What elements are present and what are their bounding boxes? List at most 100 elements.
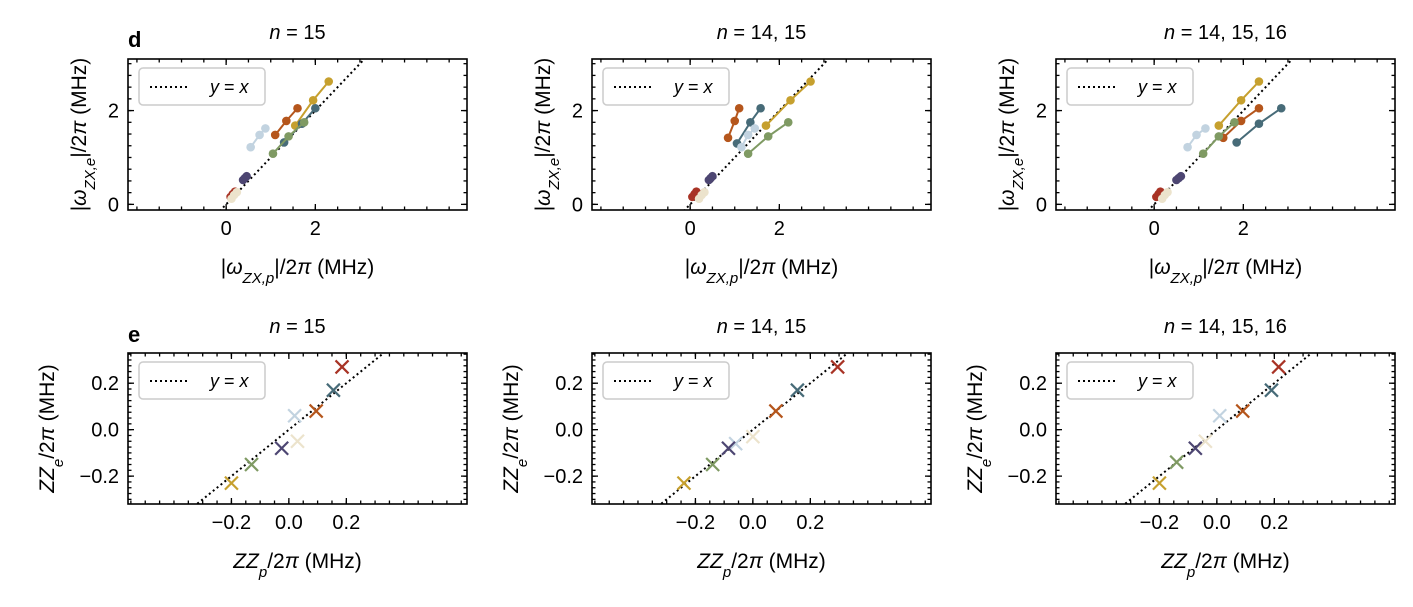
data-point-cream-2 (700, 187, 709, 197)
marker-stroke (274, 440, 289, 456)
chart-e2: −0.2 0.0 0.2 −0.2 0.0 0.2 n = 14, 15 ZZp/2π (MH… (500, 316, 932, 581)
data-point-red (1271, 359, 1286, 375)
legend: y = x (602, 361, 730, 400)
plot-area (219, 59, 366, 210)
x-tick-label: 0.0 (1203, 512, 1231, 534)
data-point-lightblue-0 (246, 142, 255, 152)
y-tick-label: 0.2 (555, 373, 583, 395)
data-point-green (705, 457, 720, 472)
marker-stroke (1271, 359, 1286, 375)
data-point-lightblue-2 (1201, 124, 1210, 133)
data-point-purple (1188, 440, 1203, 456)
y-tick-label: −0.2 (80, 466, 119, 488)
data-point-slate-2 (756, 103, 765, 113)
axes-frame (1055, 352, 1396, 505)
data-point-gold-2 (806, 77, 815, 86)
plot-area (659, 353, 850, 504)
data-point-gold (224, 475, 239, 491)
data-point-green-1 (284, 132, 293, 141)
data-point-orange-1 (282, 116, 291, 126)
chart-e3: −0.2 0.0 0.2 −0.2 0.0 0.2 n = 14, 15, 16 ZZp/2π… (964, 316, 1396, 581)
marker-stroke (334, 359, 350, 375)
data-point-green-1 (1214, 132, 1224, 141)
marker-stroke (1264, 382, 1279, 398)
marker-stroke (287, 408, 302, 424)
data-point-lightblue-2 (261, 124, 270, 133)
legend-box (1066, 67, 1194, 106)
data-point-green-0 (1198, 149, 1208, 159)
legend-label: y = x (208, 77, 250, 97)
data-point-gold-0 (1214, 121, 1224, 130)
y-tick-label: 0.0 (1019, 420, 1047, 442)
data-point-orange-2 (293, 103, 302, 113)
y-axis-label: |ωZX,e|/2π (MHz) (68, 58, 99, 212)
data-point-green-2 (1230, 118, 1239, 127)
data-point-lightblue-1 (255, 130, 264, 140)
chart-title: n = 15 (269, 316, 325, 338)
legend-box (602, 361, 730, 400)
data-point-purple (721, 440, 736, 456)
chart-d3: 0 2 0 2 n = 14, 15, 16 |ωZX,p|/2π (MHz) |ωZX,e… (996, 22, 1396, 287)
data-point-gold (676, 475, 692, 491)
marker-stroke (745, 429, 761, 444)
axes-frame (591, 352, 932, 505)
data-point-cream (745, 429, 761, 444)
chart-title: n = 14, 15 (717, 22, 807, 44)
y-tick-label: 0.2 (91, 373, 119, 395)
data-point-lightblue-0 (1183, 142, 1192, 152)
legend-box (602, 67, 730, 106)
data-point-purple-2 (1176, 171, 1186, 181)
x-tick-label: 0.0 (739, 512, 767, 534)
data-point-slate-1 (746, 118, 755, 127)
x-tick-label: −0.2 (212, 512, 251, 534)
data-point-slate-0 (1232, 138, 1241, 147)
x-axis-label: ZZp/2π (MHz) (696, 550, 826, 581)
reference-line-y-equals-x (195, 353, 386, 504)
chart-title: n = 14, 15, 16 (1164, 22, 1287, 44)
data-point-slate-1 (1254, 119, 1264, 129)
legend-label: y = x (1136, 77, 1178, 97)
data-point-orange-2 (1254, 103, 1264, 113)
x-tick-label: 2 (774, 218, 785, 240)
legend-label: y = x (208, 371, 250, 391)
marker-stroke (244, 457, 259, 472)
marker-stroke (1188, 440, 1203, 456)
y-tick-label: 2 (1036, 101, 1047, 123)
plot-area (195, 353, 386, 504)
data-point-green (1169, 454, 1184, 470)
plot-area (683, 59, 830, 210)
axes-frame (127, 352, 468, 505)
legend: y = x (138, 361, 266, 400)
x-tick-label: −0.2 (676, 512, 715, 534)
data-point-orange (1235, 403, 1251, 419)
marker-stroke (326, 382, 341, 398)
data-point-slate-2 (1276, 103, 1286, 113)
data-point-green-0 (743, 149, 753, 159)
data-point-gold-2 (324, 77, 334, 86)
y-axis-label: ZZe/2π (MHz) (964, 364, 995, 494)
marker-stroke (728, 436, 743, 451)
marker-stroke (1212, 408, 1228, 424)
chart-title: n = 14, 15 (717, 316, 807, 338)
data-point-green (244, 457, 259, 472)
data-point-green-2 (783, 118, 793, 127)
data-point-lightblue (1212, 408, 1228, 424)
x-tick-label: 0.2 (1260, 512, 1288, 534)
y-axis-label: |ωZX,e|/2π (MHz) (532, 58, 563, 212)
marker-stroke (768, 403, 784, 419)
y-tick-label: 2 (572, 101, 583, 123)
data-point-lightblue-1 (743, 130, 753, 140)
marker-stroke (676, 475, 692, 491)
plot-area (1147, 59, 1294, 210)
marker-stroke (705, 457, 720, 472)
legend-label: y = x (1136, 371, 1178, 391)
legend-box (138, 67, 266, 106)
data-point-gold-1 (1236, 95, 1246, 105)
data-point-cream-2 (232, 187, 242, 197)
marker-stroke (830, 359, 845, 375)
x-axis-label: ZZp/2π (MHz) (232, 550, 362, 581)
chart-title: n = 14, 15, 16 (1164, 316, 1287, 338)
data-point-gold-1 (786, 95, 795, 105)
x-axis-label: |ωZX,p|/2π (MHz) (685, 256, 839, 287)
